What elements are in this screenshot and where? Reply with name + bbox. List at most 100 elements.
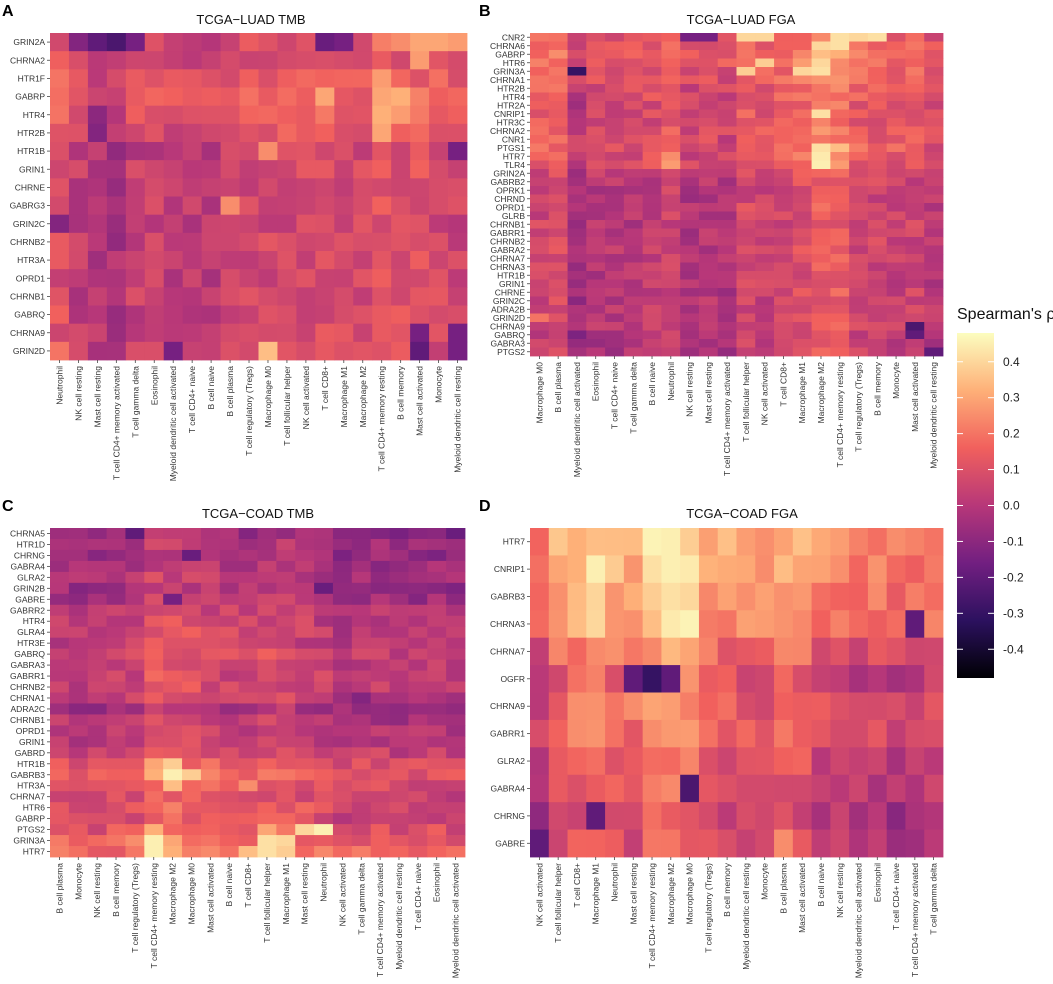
heatmap-cell (774, 50, 794, 59)
heatmap-cell (276, 813, 296, 825)
heatmap-cell (642, 143, 662, 153)
heatmap-cell (792, 288, 812, 297)
heatmap-cell (642, 152, 662, 161)
heatmap-cell (774, 610, 794, 639)
heatmap-cell (867, 41, 888, 51)
y-tick-label: PTGS2 (497, 347, 525, 357)
heatmap-cell (277, 87, 297, 107)
heatmap-cell (905, 143, 925, 153)
heatmap-cell (586, 262, 606, 272)
heatmap-cell (661, 101, 681, 110)
heatmap-cell (605, 143, 625, 153)
heatmap-cell (680, 143, 700, 153)
heatmap-cell (924, 288, 944, 297)
heatmap-cell (351, 747, 372, 759)
heatmap-cell (295, 736, 315, 748)
heatmap-cell (886, 330, 906, 340)
heatmap-cell (867, 143, 888, 153)
heatmap-cell (661, 829, 681, 858)
heatmap-cell (238, 747, 258, 759)
heatmap-cell (642, 75, 662, 85)
heatmap-cell (370, 593, 390, 606)
heatmap-cell (68, 582, 89, 595)
heatmap-cell (698, 75, 719, 85)
heatmap-cell (924, 177, 944, 187)
heatmap-cell (144, 659, 164, 671)
y-tick-label: GLRA4 (17, 627, 45, 637)
heatmap-cell (201, 196, 221, 216)
heatmap-cell (530, 126, 550, 136)
heatmap-cell (792, 92, 812, 102)
heatmap-cell (276, 835, 296, 847)
heatmap-cell (448, 287, 468, 306)
heatmap-cell (905, 829, 925, 858)
heatmap-cell (830, 101, 850, 110)
heatmap-cell (680, 279, 700, 289)
heatmap-cell (314, 692, 334, 704)
heatmap-cell (391, 232, 411, 252)
heatmap-cell (296, 305, 316, 325)
heatmap-cell (106, 835, 126, 847)
heatmap-cell (736, 719, 756, 748)
heatmap-cell (774, 177, 794, 187)
legend-tick-label: 0.3 (1003, 391, 1020, 405)
heatmap-cell (905, 211, 925, 221)
y-tick-label: CHRNA5 (10, 528, 45, 538)
legend-tick-label: 0.4 (1003, 355, 1020, 369)
heatmap-cell (408, 659, 428, 671)
heatmap-cell (849, 279, 869, 289)
heatmap-cell (295, 758, 315, 770)
heatmap-cell (408, 703, 428, 715)
heatmap-cell (792, 186, 812, 195)
x-tick-label: B cell plasma (54, 863, 64, 914)
heatmap-cell (755, 143, 775, 153)
heatmap-cell (389, 538, 409, 551)
heatmap-cell (276, 538, 296, 551)
heatmap-cell (200, 593, 221, 606)
heatmap-cell (87, 69, 108, 88)
heatmap-cell (698, 135, 719, 144)
heatmap-cell (755, 802, 775, 830)
heatmap-cell (410, 87, 430, 107)
heatmap-cell (642, 177, 662, 187)
x-tick-label: B cell naive (816, 863, 826, 907)
heatmap-cell (200, 670, 221, 682)
heatmap-cell (370, 637, 390, 650)
heatmap-cell (446, 670, 466, 682)
heatmap-cell (106, 824, 126, 836)
heatmap-cell (334, 196, 354, 216)
x-tick-label: Neutrophil (54, 366, 64, 405)
heatmap-cell (125, 758, 145, 770)
heatmap-cell (106, 287, 127, 306)
heatmap-cell (905, 637, 925, 666)
heatmap-cell (886, 271, 906, 280)
heatmap-cell (530, 692, 550, 721)
heatmap-cell (586, 719, 606, 748)
heatmap-cell (50, 305, 70, 325)
heatmap-cell (567, 228, 587, 238)
heatmap-cell (605, 305, 625, 314)
heatmap-cell (717, 237, 737, 246)
heatmap-cell (680, 330, 700, 340)
heatmap-cell (276, 703, 296, 715)
heatmap-cell (200, 692, 221, 704)
heatmap-cell (905, 610, 925, 639)
heatmap-cell (351, 604, 372, 617)
heatmap-cell (586, 528, 606, 556)
heatmap-cell (567, 802, 587, 830)
heatmap-cell (144, 323, 165, 343)
heatmap-cell (680, 92, 700, 102)
heatmap-cell (886, 58, 906, 68)
heatmap-cell (642, 347, 662, 357)
heatmap-cell (867, 279, 888, 289)
heatmap-cell (586, 50, 606, 59)
heatmap-cell (163, 33, 184, 52)
heatmap-cell (277, 160, 297, 179)
heatmap-cell (257, 593, 277, 606)
heatmap-cell (238, 582, 258, 595)
heatmap-cell (201, 232, 221, 252)
heatmap-cell (680, 41, 700, 51)
heatmap-cell (372, 87, 392, 107)
heatmap-cell (623, 747, 644, 776)
heatmap-cell (605, 203, 625, 212)
